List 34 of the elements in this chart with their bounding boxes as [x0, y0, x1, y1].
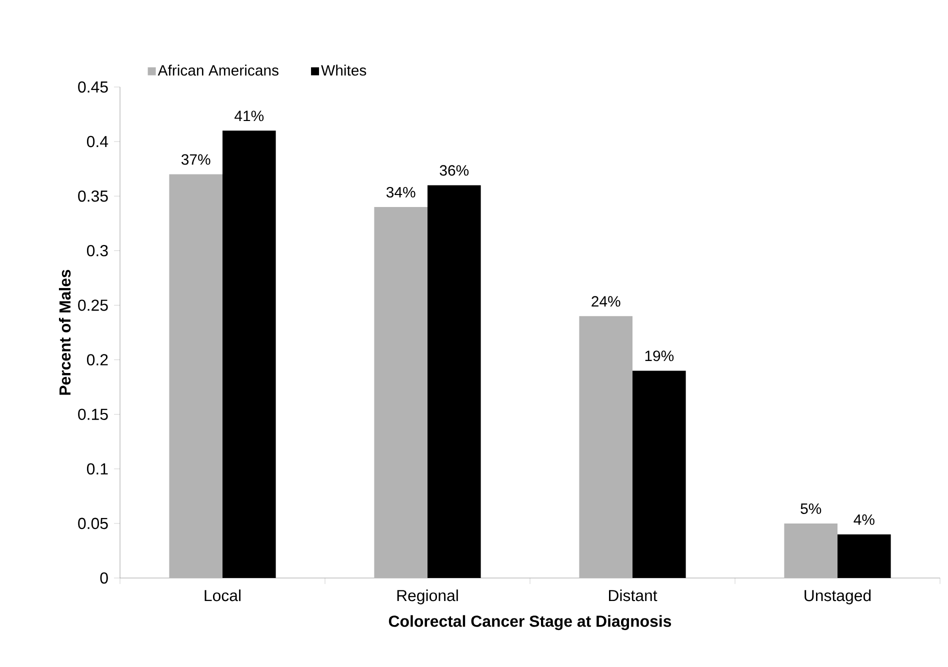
- legend-label: Whites: [321, 64, 366, 76]
- bar: [838, 534, 891, 578]
- data-label: 36%: [440, 165, 469, 176]
- x-tick-label: Unstaged: [804, 589, 871, 604]
- bar: [632, 370, 686, 578]
- data-label: 24%: [592, 296, 620, 307]
- y-tick-label: 0.1: [86, 463, 108, 475]
- data-label: 19%: [645, 350, 674, 362]
- data-label: 37%: [181, 154, 210, 165]
- bar: [784, 523, 838, 578]
- x-tick-label: Local: [204, 589, 240, 602]
- data-label: 41%: [234, 110, 264, 122]
- x-axis-title: Colorectal Cancer Stage at Diagnosis: [388, 615, 672, 630]
- y-tick-label: 0: [100, 572, 108, 584]
- bar: [169, 174, 222, 578]
- y-tick-label: 0.2: [86, 354, 108, 366]
- x-tick-label: Distant: [609, 589, 658, 602]
- data-label: 5%: [800, 503, 822, 514]
- bar: [428, 185, 481, 578]
- x-tick-label: Regional: [397, 589, 458, 604]
- y-tick-label: 0.45: [78, 81, 108, 93]
- y-tick-label: 0.25: [78, 300, 108, 311]
- bar: [222, 130, 276, 578]
- bar: [374, 207, 428, 578]
- y-tick-label: 0.05: [78, 518, 108, 530]
- legend-label: African Americans: [158, 64, 278, 76]
- y-tick-label: 0.15: [78, 408, 108, 420]
- data-label: 4%: [854, 514, 874, 525]
- data-label: 34%: [386, 186, 416, 198]
- y-tick-label: 0.35: [78, 190, 108, 202]
- bar: [579, 316, 633, 578]
- y-tick-label: 0.4: [86, 136, 108, 148]
- y-tick-label: 0.3: [86, 245, 108, 256]
- y-axis-title: Percent of Males: [58, 270, 71, 395]
